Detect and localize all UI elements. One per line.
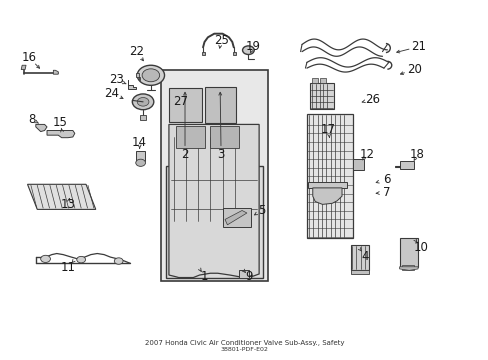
- Text: 4: 4: [361, 249, 368, 262]
- Bar: [350, 244, 368, 270]
- Bar: [168, 88, 202, 122]
- Bar: [401, 265, 413, 270]
- Bar: [176, 105, 185, 118]
- Text: 20: 20: [406, 63, 421, 76]
- Bar: [136, 151, 145, 161]
- Circle shape: [137, 65, 164, 85]
- Text: 12: 12: [359, 148, 374, 161]
- Polygon shape: [136, 73, 140, 80]
- Bar: [202, 51, 204, 55]
- Circle shape: [77, 256, 85, 263]
- Text: 18: 18: [409, 148, 424, 161]
- Text: 3: 3: [217, 148, 224, 161]
- Bar: [238, 270, 249, 278]
- Circle shape: [142, 69, 159, 82]
- Bar: [320, 78, 325, 83]
- Polygon shape: [36, 125, 47, 132]
- Text: 13: 13: [61, 198, 75, 211]
- Polygon shape: [53, 70, 58, 74]
- Text: 2007 Honda Civic Air Conditioner Valve Sub-Assy., Safety: 2007 Honda Civic Air Conditioner Valve S…: [144, 340, 344, 346]
- Bar: [311, 78, 317, 83]
- Bar: [232, 51, 235, 55]
- Polygon shape: [399, 267, 417, 270]
- Circle shape: [132, 94, 154, 110]
- Text: 2: 2: [181, 148, 188, 161]
- Text: 5: 5: [257, 204, 264, 217]
- Polygon shape: [312, 188, 341, 204]
- Bar: [399, 161, 413, 168]
- Text: 19: 19: [245, 40, 260, 53]
- Bar: [210, 126, 238, 148]
- Polygon shape: [27, 184, 96, 210]
- Text: 38801-PDF-E02: 38801-PDF-E02: [220, 347, 268, 352]
- Bar: [160, 69, 267, 281]
- Text: 7: 7: [383, 186, 390, 199]
- Text: 8: 8: [29, 113, 36, 126]
- Text: 25: 25: [213, 34, 228, 48]
- Bar: [222, 208, 250, 227]
- Bar: [399, 238, 417, 267]
- Text: 26: 26: [364, 93, 379, 106]
- Polygon shape: [224, 211, 246, 225]
- Circle shape: [136, 159, 145, 166]
- Text: 22: 22: [128, 45, 143, 58]
- Text: 11: 11: [61, 261, 75, 274]
- Circle shape: [137, 98, 149, 106]
- Text: 24: 24: [104, 87, 119, 100]
- Bar: [352, 159, 363, 170]
- Bar: [140, 116, 146, 120]
- Text: 14: 14: [132, 136, 147, 149]
- Circle shape: [242, 46, 254, 54]
- Bar: [310, 83, 333, 109]
- Text: 9: 9: [245, 270, 253, 283]
- Bar: [307, 182, 346, 188]
- Text: 23: 23: [109, 73, 124, 86]
- Text: 17: 17: [320, 122, 335, 136]
- Polygon shape: [47, 131, 75, 138]
- Text: 10: 10: [413, 241, 427, 254]
- Circle shape: [114, 258, 123, 264]
- Text: 1: 1: [201, 270, 208, 283]
- Bar: [176, 126, 205, 148]
- Bar: [165, 166, 263, 278]
- Polygon shape: [168, 125, 259, 278]
- Bar: [204, 87, 236, 123]
- Polygon shape: [21, 65, 26, 69]
- Polygon shape: [128, 80, 136, 89]
- Text: 27: 27: [172, 95, 187, 108]
- Text: 16: 16: [21, 51, 37, 64]
- Circle shape: [41, 255, 50, 262]
- Text: 21: 21: [411, 40, 426, 53]
- Text: 15: 15: [53, 116, 67, 129]
- Bar: [350, 270, 368, 274]
- Text: 6: 6: [383, 173, 390, 186]
- Bar: [306, 114, 352, 238]
